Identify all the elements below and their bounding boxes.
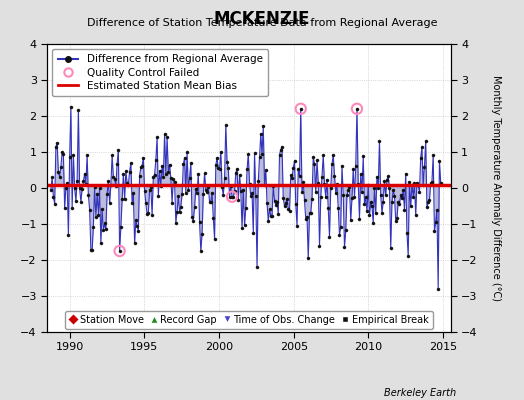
Text: Difference of Station Temperature Data from Regional Average: Difference of Station Temperature Data f… — [87, 18, 437, 28]
Text: Berkeley Earth: Berkeley Earth — [384, 388, 456, 398]
Y-axis label: Monthly Temperature Anomaly Difference (°C): Monthly Temperature Anomaly Difference (… — [492, 75, 501, 301]
Point — [353, 106, 361, 112]
Point — [297, 106, 305, 112]
Point — [115, 248, 124, 254]
Point — [228, 194, 236, 200]
Text: MCKENZIE: MCKENZIE — [214, 10, 310, 28]
Legend: Difference from Regional Average, Quality Control Failed, Estimated Station Mean: Difference from Regional Average, Qualit… — [52, 49, 268, 96]
